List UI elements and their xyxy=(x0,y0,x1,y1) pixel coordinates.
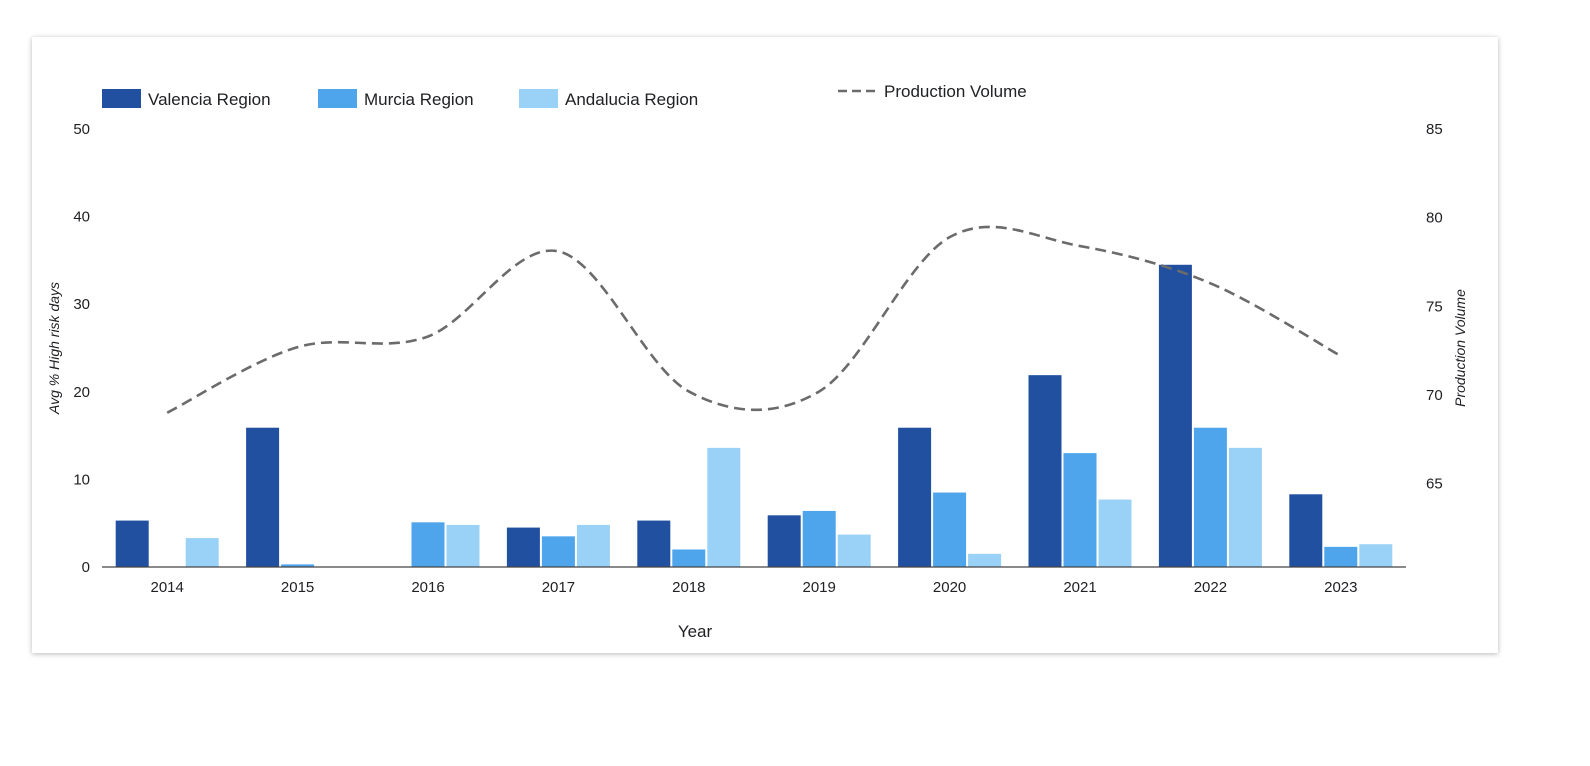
bar-murcia-region-2018 xyxy=(672,549,706,567)
bar-andalucia-region-2022 xyxy=(1228,447,1262,567)
y2-tick-label: 70 xyxy=(1426,387,1443,404)
legend-label-production-volume: Production Volume xyxy=(884,82,1027,101)
y2-tick-label: 85 xyxy=(1426,121,1443,138)
y-tick-label: 30 xyxy=(73,296,90,313)
y2-tick-label: 80 xyxy=(1426,210,1443,227)
bar-andalucia-region-2016 xyxy=(446,524,480,567)
bar-murcia-region-2021 xyxy=(1063,453,1097,567)
x-tick-label: 2015 xyxy=(281,579,314,596)
bar-valencia-region-2022 xyxy=(1158,264,1192,567)
bar-murcia-region-2023 xyxy=(1324,546,1358,567)
legend-label-andalucia-region: Andalucia Region xyxy=(565,90,698,109)
bar-murcia-region-2016 xyxy=(411,522,445,567)
bar-valencia-region-2015 xyxy=(246,427,280,567)
legend-swatch-valencia-region xyxy=(102,89,141,108)
y-tick-label: 0 xyxy=(82,559,90,576)
bar-valencia-region-2019 xyxy=(767,515,801,567)
bar-murcia-region-2020 xyxy=(933,492,967,567)
bar-murcia-region-2019 xyxy=(802,510,836,567)
bar-valencia-region-2018 xyxy=(637,520,671,567)
x-tick-label: 2021 xyxy=(1063,579,1096,596)
x-tick-label: 2020 xyxy=(933,579,966,596)
bar-murcia-region-2017 xyxy=(541,536,575,567)
bar-andalucia-region-2021 xyxy=(1098,499,1132,567)
bar-valencia-region-2017 xyxy=(506,527,540,567)
legend: Valencia Region Murcia Region Andalucia Re… xyxy=(102,82,1027,109)
x-tick-label: 2016 xyxy=(411,579,444,596)
bar-andalucia-region-2023 xyxy=(1359,544,1393,567)
bar-andalucia-region-2020 xyxy=(968,553,1002,567)
legend-label-murcia-region: Murcia Region xyxy=(364,90,474,109)
y-tick-label: 40 xyxy=(73,209,90,226)
bar-andalucia-region-2017 xyxy=(576,524,610,567)
x-tick-label: 2017 xyxy=(542,579,575,596)
right-axis: 65 70 75 80 85 xyxy=(1426,121,1443,493)
legend-swatch-andalucia-region xyxy=(519,89,558,108)
x-tick-label: 2018 xyxy=(672,579,705,596)
x-tick-label: 2019 xyxy=(803,579,836,596)
bar-andalucia-region-2018 xyxy=(707,447,741,567)
bar-valencia-region-2020 xyxy=(898,427,932,567)
bar-murcia-region-2022 xyxy=(1193,427,1227,567)
bar-andalucia-region-2014 xyxy=(185,538,219,567)
bar-valencia-region-2021 xyxy=(1028,375,1062,567)
y-tick-label: 10 xyxy=(73,471,90,488)
x-tick-label: 2023 xyxy=(1324,579,1357,596)
y-tick-label: 20 xyxy=(73,384,90,401)
legend-swatch-murcia-region xyxy=(318,89,357,108)
x-tick-label: 2014 xyxy=(151,579,184,596)
y2-tick-label: 75 xyxy=(1426,298,1443,315)
bar-valencia-region-2014 xyxy=(115,520,149,567)
bar-andalucia-region-2019 xyxy=(837,534,871,567)
x-axis-title: Year xyxy=(678,622,713,641)
bar-valencia-region-2023 xyxy=(1289,494,1323,567)
bars xyxy=(115,264,1393,567)
y-axis-title: Avg % High risk days xyxy=(46,282,62,415)
legend-label-valencia-region: Valencia Region xyxy=(148,90,271,109)
production-volume-line xyxy=(166,225,1342,414)
x-axis-ticks: 2014 2015 2016 2017 2018 2019 2020 2021 2022 2023 xyxy=(151,579,1358,596)
combo-chart: Valencia Region Murcia Region Andalucia Re… xyxy=(46,82,1468,641)
x-tick-label: 2022 xyxy=(1194,579,1227,596)
left-axis: 0 10 20 30 40 50 xyxy=(73,121,90,576)
y-tick-label: 50 xyxy=(73,121,90,138)
y2-tick-label: 65 xyxy=(1426,476,1443,493)
y2-axis-title: Production Volume xyxy=(1452,289,1468,407)
bar-murcia-region-2015 xyxy=(281,564,315,567)
chart-card: Valencia Region Murcia Region Andalucia Re… xyxy=(32,37,1498,653)
